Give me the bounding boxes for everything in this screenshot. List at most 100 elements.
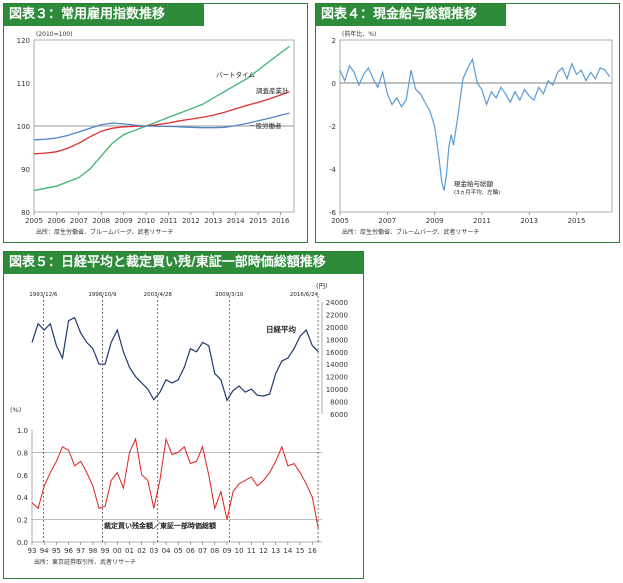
x-tick-label: 2010 [137,217,155,225]
y-tick-label: 80 [21,209,30,217]
y-tick-label-right: 14000 [326,361,348,369]
x-tick-label: 2005 [25,217,43,225]
x-tick-label: 01 [125,547,134,555]
panel-fig4: 図表４：現金給与総額推移 (前年比、%) -6 -4 -2 0 2 2005 2007 2009… [315,3,620,243]
panel-title: 図表４：現金給与総額推移 [316,4,506,26]
chart-fig5: (円) 6000 8000 10000 12000 14000 16000 18000 2000… [10,282,348,566]
panel-fig3: 図表３：常用雇用指数推移 (2010=100) 80 90 100 110 120 2005… [3,3,308,243]
x-tick-label: 99 [101,547,110,555]
chart-fig4: (前年比、%) -6 -4 -2 0 2 2005 2007 2009 2011 2013 2015 現… [329,30,613,236]
series-line-ratio [31,437,319,529]
x-tick-label: 97 [76,547,85,555]
source-text: 出所：厚生労働省、ブルームバーグ、武者リサーチ [342,228,479,236]
x-tick-label: 95 [52,547,61,555]
annotation: 現金給与総額 [454,179,494,188]
x-tick-label: 2009 [426,217,444,225]
x-tick-label: 16 [308,547,317,555]
series-label: 一般労働者 [249,121,282,130]
y-tick-label-right: 6000 [330,411,348,419]
y-tick-label: -4 [329,166,337,174]
x-tick-label: 13 [271,547,280,555]
event-label: 2003/4/28 [144,292,173,298]
panel-title: 図表３：常用雇用指数推移 [4,4,204,26]
x-tick-label: 2013 [204,217,222,225]
y-tick-label-right: 20000 [326,324,348,332]
event-label: 1993/12/6 [29,292,58,298]
y-tick-label-right: 22000 [326,311,348,319]
x-tick-label: 2008 [92,217,110,225]
panel-fig5: 図表５：日経平均と裁定買い残/東証一部時価総額推移 (円) 6000 8000 100… [3,251,364,579]
unit-bottom: (%) [10,406,21,414]
x-tick-label: 96 [64,547,73,555]
unit-top: (円) [316,282,328,290]
y-tick-label-right: 8000 [330,399,348,407]
x-tick-label: 93 [28,547,37,555]
y-tick-label: 110 [17,80,30,88]
unit-label: (前年比、%) [342,30,376,38]
unit-label: (2010=100) [36,31,72,38]
series-line-nikkei [31,316,319,402]
y-tick-label-right: 18000 [326,336,348,344]
y-tick-label-left: 1.0 [17,427,28,435]
x-tick-label: 2015 [568,217,586,225]
x-tick-label: 2012 [182,217,200,225]
series-line [33,112,290,141]
chart-fig3: (2010=100) 80 90 100 110 120 2005 2006 2007 2008 2… [17,31,295,236]
x-tick-label: 06 [186,547,195,555]
x-tick-label: 14 [283,547,292,555]
y-tick-label-right: 24000 [326,299,348,307]
y-tick-label-left: 0.0 [17,539,28,547]
x-tick-label: 2013 [520,217,538,225]
series-label-ratio: 裁定買い残金額／東証一部時価総額 [104,521,216,530]
panel-title: 図表５：日経平均と裁定買い残/東証一部時価総額推移 [4,252,363,274]
series-label: パートタイム [216,70,255,79]
x-tick-label: 98 [88,547,97,555]
x-tick-label: 2011 [473,217,491,225]
x-tick-label: 2014 [227,217,245,225]
x-tick-label: 12 [259,547,268,555]
y-tick-label: 2 [332,37,336,45]
event-label: 2016/6/24 [290,292,319,298]
x-tick-label: 07 [198,547,207,555]
series-label-nikkei: 日経平均 [266,324,296,334]
y-tick-label-right: 10000 [326,386,348,394]
event-label: 1998/10/9 [88,292,117,298]
x-tick-label: 2006 [47,217,65,225]
series-line [339,57,611,191]
y-tick-label-left: 0.2 [17,517,28,525]
y-tick-label-left: 0.4 [17,494,29,502]
y-tick-label-right: 12000 [326,374,348,382]
x-tick-label: 09 [222,547,231,555]
event-label: 2009/3/10 [215,292,244,298]
x-tick-label: 15 [296,547,305,555]
x-tick-label: 03 [149,547,158,555]
y-tick-label: 100 [17,123,30,131]
y-tick-label-right: 16000 [326,349,348,357]
y-tick-label: 120 [17,37,30,45]
x-tick-label: 04 [162,547,171,555]
x-tick-label: 94 [40,547,49,555]
x-tick-label: 00 [113,547,122,555]
x-tick-label: 02 [137,547,146,555]
x-tick-label: 2005 [331,217,349,225]
x-tick-label: 2011 [160,217,178,225]
y-tick-label-left: 0.8 [17,449,28,457]
x-tick-label: 05 [174,547,183,555]
series-line [33,45,290,192]
series-label: 調査産業計 [256,86,289,95]
y-tick-label: 90 [21,166,30,174]
x-tick-label: 11 [247,547,256,555]
x-tick-label: 2009 [115,217,133,225]
y-tick-label: -6 [329,209,337,217]
source-text: 出所：厚生労働省、ブルームバーグ、武者リサーチ [36,228,173,236]
x-tick-label: 08 [210,547,219,555]
y-tick-label: 0 [332,80,336,88]
plot-frame [339,39,613,213]
x-tick-label: 10 [235,547,244,555]
y-tick-label-left: 0.6 [17,472,29,480]
series-line [33,90,290,155]
x-tick-label: 2016 [272,217,290,225]
x-tick-label: 2007 [378,217,396,225]
source-text: 出所：東京証券取引所、武者リサーチ [34,558,136,566]
annotation-sub: (3ヵ月平均、左軸) [454,188,500,196]
